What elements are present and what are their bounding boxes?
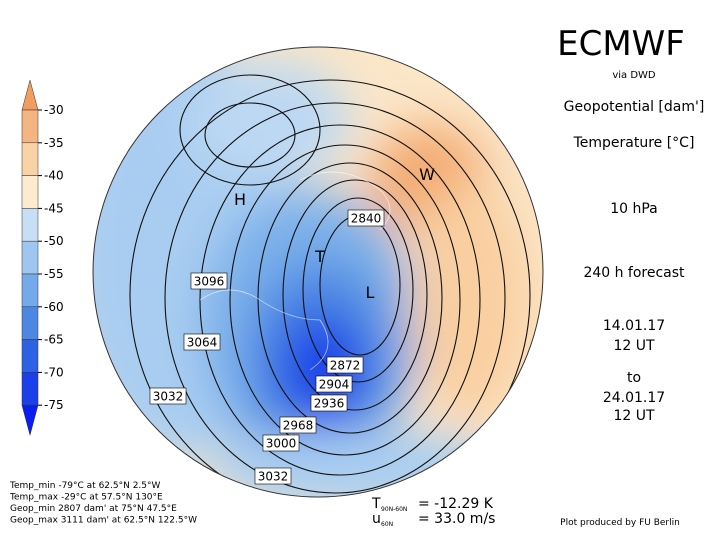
field-label: Geopotential [dam']	[564, 99, 705, 115]
credit: Plot produced by FU Berlin	[560, 518, 680, 528]
map-border	[92, 46, 544, 498]
colorbar-label: -45	[44, 201, 64, 215]
valid-time: 12 UT	[613, 408, 655, 424]
colorbar-segment	[21, 339, 39, 373]
colorbar-label: -35	[44, 136, 64, 150]
stat-line: Temp_max -29°C at 57.5°N 130°E	[9, 493, 163, 503]
to-label: to	[627, 370, 641, 386]
field-label: Temperature [°C]	[573, 135, 695, 151]
colorbar-segment	[21, 109, 39, 144]
index-value: = 33.0 m/s	[418, 511, 495, 527]
colorbar-label: -70	[44, 365, 64, 379]
contour-label: 2936	[314, 397, 345, 411]
contour-label: 2872	[330, 359, 361, 373]
marker: T	[314, 247, 325, 266]
forecast: 240 h forecast	[583, 265, 685, 281]
contour-label: 2840	[351, 212, 382, 226]
colorbar-segment	[21, 240, 39, 275]
contour-label: 2968	[283, 419, 314, 433]
colorbar-segment	[21, 142, 39, 176]
title: ECMWF	[557, 24, 685, 64]
contour-label-box	[262, 434, 300, 452]
contour-label: 2904	[319, 378, 350, 392]
colorbar-segment	[21, 175, 39, 209]
marker: L	[366, 283, 375, 302]
stat-line: Geop_min 2807 dam' at 75°N 47.5°E	[10, 504, 177, 514]
init-time: 12 UT	[613, 338, 655, 354]
index-subscript: 60N	[381, 521, 393, 528]
valid-date: 24.01.17	[603, 390, 665, 406]
index-symbol: T	[371, 496, 381, 512]
contour-label-box	[190, 272, 228, 290]
stat-line: Geop_max 3111 dam' at 62.5°N 122.5°W	[10, 516, 197, 526]
contour-label-box	[279, 416, 317, 434]
stat-line: Temp_min -79°C at 62.5°N 2.5°W	[9, 481, 161, 491]
contour-label-box	[183, 333, 221, 351]
colorbar-label: -50	[44, 234, 64, 248]
contour-label: 3064	[187, 336, 218, 350]
contour-label: 3096	[194, 275, 225, 289]
contour-label-box	[326, 356, 364, 374]
colorbar: -30 -35 -40 -45 -50 -55 -60 -65 -70 -75	[21, 79, 64, 437]
init-date: 14.01.17	[603, 318, 665, 334]
index-symbol: u	[372, 511, 381, 527]
indices: T 90N-60N = -12.29 K u 60N = 33.0 m/s	[371, 496, 495, 528]
colorbar-segment	[21, 208, 39, 242]
contour-label: 3032	[258, 470, 289, 484]
index-value: = -12.29 K	[418, 496, 494, 512]
marker: W	[419, 165, 435, 184]
colorbar-segment	[21, 306, 39, 340]
contour-label-box	[310, 394, 348, 412]
marker: H	[234, 190, 246, 209]
index-subscript: 90N-60N	[381, 506, 407, 513]
pressure-markers: H L W T	[234, 165, 435, 302]
contour-label-box	[254, 467, 292, 485]
colorbar-label: -40	[44, 169, 64, 183]
map-disk	[93, 47, 543, 497]
colorbar-segment	[21, 273, 39, 308]
colorbar-cap	[21, 79, 39, 111]
colorbar-label: -65	[44, 333, 64, 347]
contour-label-box	[315, 375, 353, 393]
source: via DWD	[612, 70, 656, 81]
contour-label: 3032	[153, 390, 184, 404]
contour-label-box	[347, 209, 385, 227]
colorbar-label: -55	[44, 267, 64, 281]
contour-label-box	[149, 387, 187, 405]
colorbar-cap	[21, 404, 39, 437]
colorbar-label: -75	[44, 398, 64, 412]
stats: Temp_min -79°C at 62.5°N 2.5°W Temp_max -…	[9, 481, 197, 526]
colorbar-label: -30	[44, 103, 64, 117]
colorbar-segment	[21, 372, 39, 406]
coastlines	[199, 171, 391, 371]
level: 10 hPa	[610, 201, 658, 217]
colorbar-label: -60	[44, 300, 64, 314]
contour-label: 3000	[266, 437, 297, 451]
